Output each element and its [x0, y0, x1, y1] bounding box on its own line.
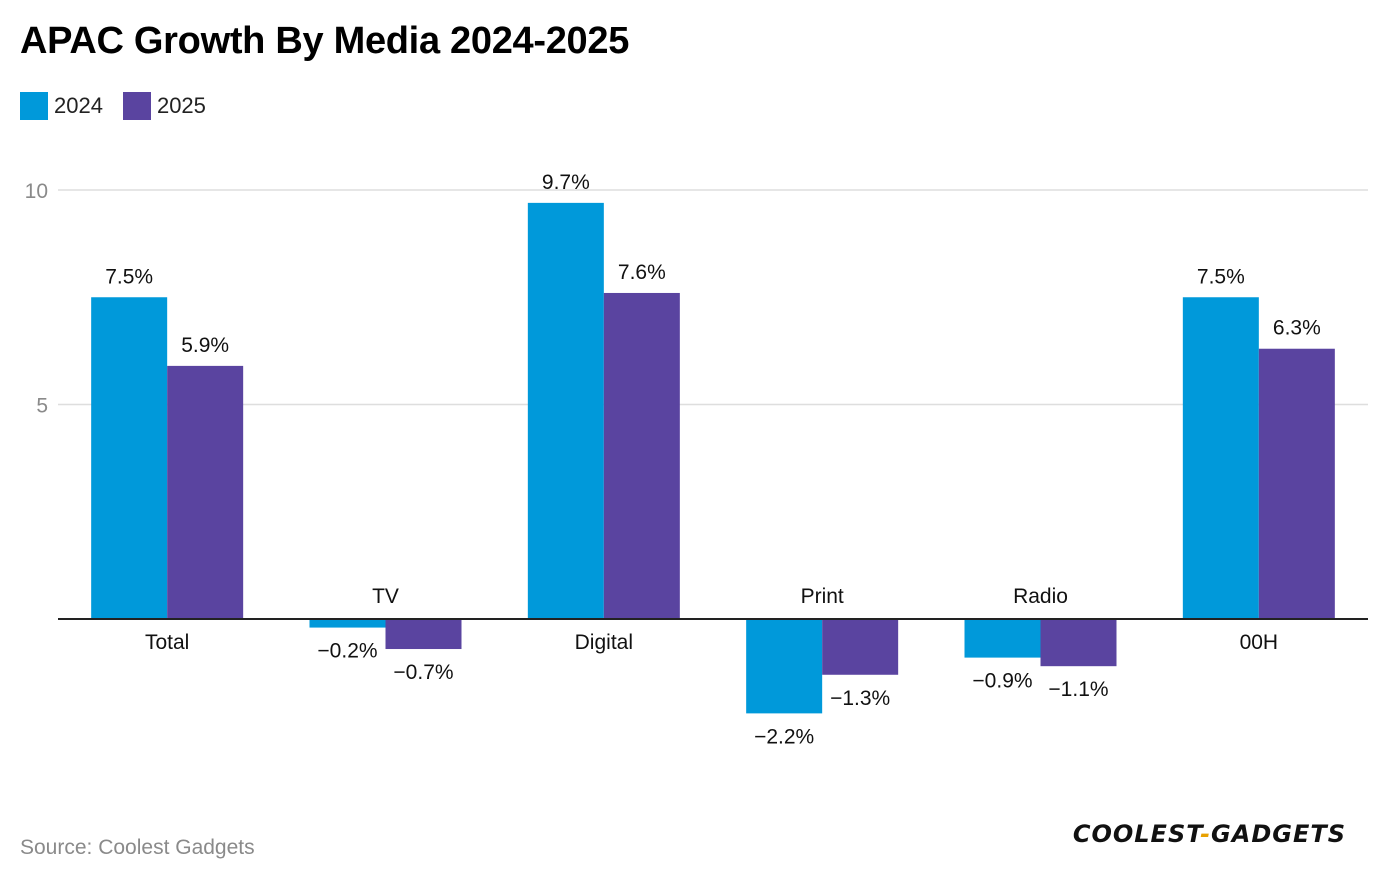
bar-00h-2025	[1258, 348, 1335, 619]
bar-digital-2024	[527, 202, 604, 619]
y-tick-label-10: 10	[25, 180, 48, 203]
x-tick-label-digital: Digital	[575, 631, 633, 654]
x-tick-label-radio: Radio	[1013, 585, 1068, 608]
y-tick-label-5: 5	[36, 395, 48, 418]
data-label-00h-2025: 6.3%	[1273, 317, 1321, 340]
data-label-total-2025: 5.9%	[181, 334, 229, 357]
legend-label-2024: 2024	[54, 93, 103, 118]
bar-radio-2025	[1040, 619, 1117, 667]
bar-radio-2024	[964, 619, 1041, 658]
bar-00h-2024	[1182, 297, 1259, 619]
x-tick-label-total: Total	[145, 631, 189, 654]
x-tick-label-tv: TV	[372, 585, 399, 608]
data-label-00h-2024: 7.5%	[1197, 265, 1245, 288]
legend-swatch-2025	[122, 92, 151, 120]
bar-tv-2024	[309, 619, 386, 628]
bar-print-2025	[822, 619, 899, 675]
brand-logo: COOLEST-GADGETS	[1073, 820, 1346, 848]
legend-item-2025[interactable]: 2025	[122, 92, 206, 120]
legend-label-2025: 2025	[156, 93, 206, 118]
bar-print-2024	[746, 619, 823, 714]
data-label-print-2025: −1.3%	[830, 687, 890, 710]
data-label-radio-2024: −0.9%	[972, 670, 1032, 693]
x-tick-label-00h: 00H	[1240, 631, 1279, 654]
bar-total-2024	[91, 297, 168, 619]
data-label-digital-2024: 9.7%	[542, 171, 590, 194]
data-label-digital-2025: 7.6%	[618, 261, 666, 284]
bar-digital-2025	[603, 292, 680, 619]
x-tick-label-print: Print	[801, 585, 844, 608]
source-note: Source: Coolest Gadgets	[20, 836, 255, 859]
legend-swatch-2024	[20, 92, 48, 120]
chart-title: APAC Growth By Media 2024-2025	[20, 20, 630, 62]
brand-left: COOLEST	[1072, 820, 1201, 848]
brand-dash: -	[1200, 820, 1212, 848]
data-label-print-2024: −2.2%	[754, 725, 814, 748]
bar-tv-2025	[385, 619, 462, 650]
bar-total-2025	[167, 365, 244, 619]
legend: 2024 2025	[20, 92, 226, 120]
data-label-total-2024: 7.5%	[105, 265, 153, 288]
data-label-tv-2024: −0.2%	[317, 640, 377, 663]
legend-item-2024[interactable]: 2024	[20, 92, 103, 120]
data-label-radio-2025: −1.1%	[1048, 678, 1108, 701]
brand-right: GADGETS	[1211, 820, 1346, 848]
data-label-tv-2025: −0.7%	[393, 661, 453, 684]
